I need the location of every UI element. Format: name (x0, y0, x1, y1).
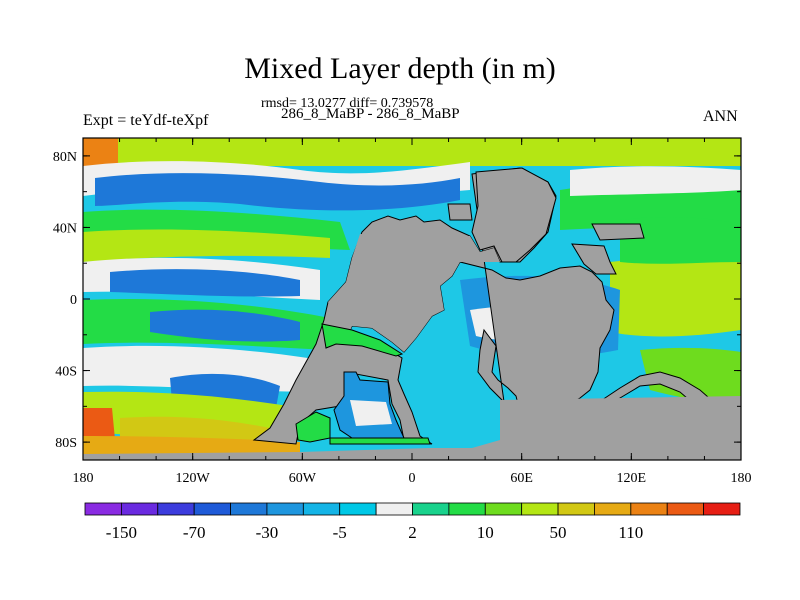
siberia-block (471, 167, 557, 263)
lon-tick-label: 60W (289, 471, 317, 486)
inland-sea-west (321, 323, 404, 357)
latitude-axis: 80N 40N 0 40S 80S (53, 150, 741, 451)
colorbar-swatch (412, 502, 450, 516)
colorbar-swatch (557, 502, 595, 516)
longitude-axis: 180 120W 60W 0 60E 120E 180 (73, 138, 752, 486)
colorbar-label: -150 (106, 523, 137, 542)
arctic-red-patch (83, 138, 118, 168)
colorbar-label: -70 (183, 523, 206, 542)
equatorial-blue (110, 269, 300, 297)
east-asia-fragment-2 (571, 243, 617, 275)
colorbar-swatch (594, 502, 632, 516)
lat-tick-label: 40S (55, 365, 77, 380)
pacific-lime-band (83, 229, 330, 262)
east-ocean-lime (610, 258, 741, 337)
colorbar-swatch (120, 502, 159, 516)
south-pacific-blue (150, 309, 300, 342)
map-field (83, 138, 741, 460)
arctic-island (447, 203, 473, 221)
east-ocean-white (570, 166, 741, 196)
colorbar-label: 50 (550, 523, 567, 542)
lon-tick-label: 120W (176, 471, 211, 486)
lon-tick-label: 180 (73, 471, 94, 486)
colorbar-swatch (521, 502, 559, 516)
inland-sea-south-white (350, 400, 392, 426)
colorbar-swatch (703, 502, 741, 516)
lon-tick-label: 180 (731, 471, 752, 486)
season-label: ANN (703, 108, 738, 125)
colorbar-label: 110 (618, 523, 643, 542)
pangaea-core (328, 234, 500, 352)
stats-line: rmsd= 13.0277 diff= 0.739578 (261, 96, 434, 111)
lat-tick-label: 40N (53, 221, 77, 236)
colorbar-swatch (193, 502, 231, 516)
colorbar-swatch (84, 502, 122, 516)
colorbar-swatch (157, 502, 195, 516)
lon-tick-label: 60E (510, 471, 533, 486)
map-title: Mixed Layer depth (in m) (244, 52, 556, 85)
inland-sea-strip (329, 437, 431, 445)
colorbar-swatch (666, 502, 705, 516)
experiment-label: Expt = teYdf-teXpf (83, 112, 209, 129)
colorbar-swatch (448, 502, 486, 516)
colorbar-label: 10 (477, 523, 494, 542)
colorbar-label: 2 (408, 523, 417, 542)
south-land-lower (83, 396, 741, 460)
colorbar-swatch (375, 502, 413, 516)
period-line: 286_8_MaBP - 286_8_MaBP (281, 106, 460, 122)
lat-tick-label: 80N (53, 150, 77, 165)
east-ocean-green-2 (620, 217, 741, 264)
east-asia-fragment (591, 223, 645, 241)
colorbar-swatch (484, 502, 523, 516)
colorbar-label: -30 (256, 523, 279, 542)
colorbar-swatch (302, 502, 341, 516)
colorbar-swatch (630, 502, 668, 516)
lat-tick-label: 0 (70, 293, 77, 308)
lat-tick-label: 80S (55, 436, 77, 451)
lon-tick-label: 120E (617, 471, 647, 486)
colorbar: -150 -70 -30 -5 2 10 50 110 (84, 502, 741, 542)
colorbar-swatch (266, 502, 304, 516)
colorbar-label: -5 (333, 523, 347, 542)
north-pacific-blue (95, 173, 460, 211)
lon-tick-label: 0 (409, 471, 416, 486)
colorbar-swatch (339, 502, 377, 516)
east-south-green (640, 347, 741, 402)
colorbar-swatch (230, 502, 268, 516)
